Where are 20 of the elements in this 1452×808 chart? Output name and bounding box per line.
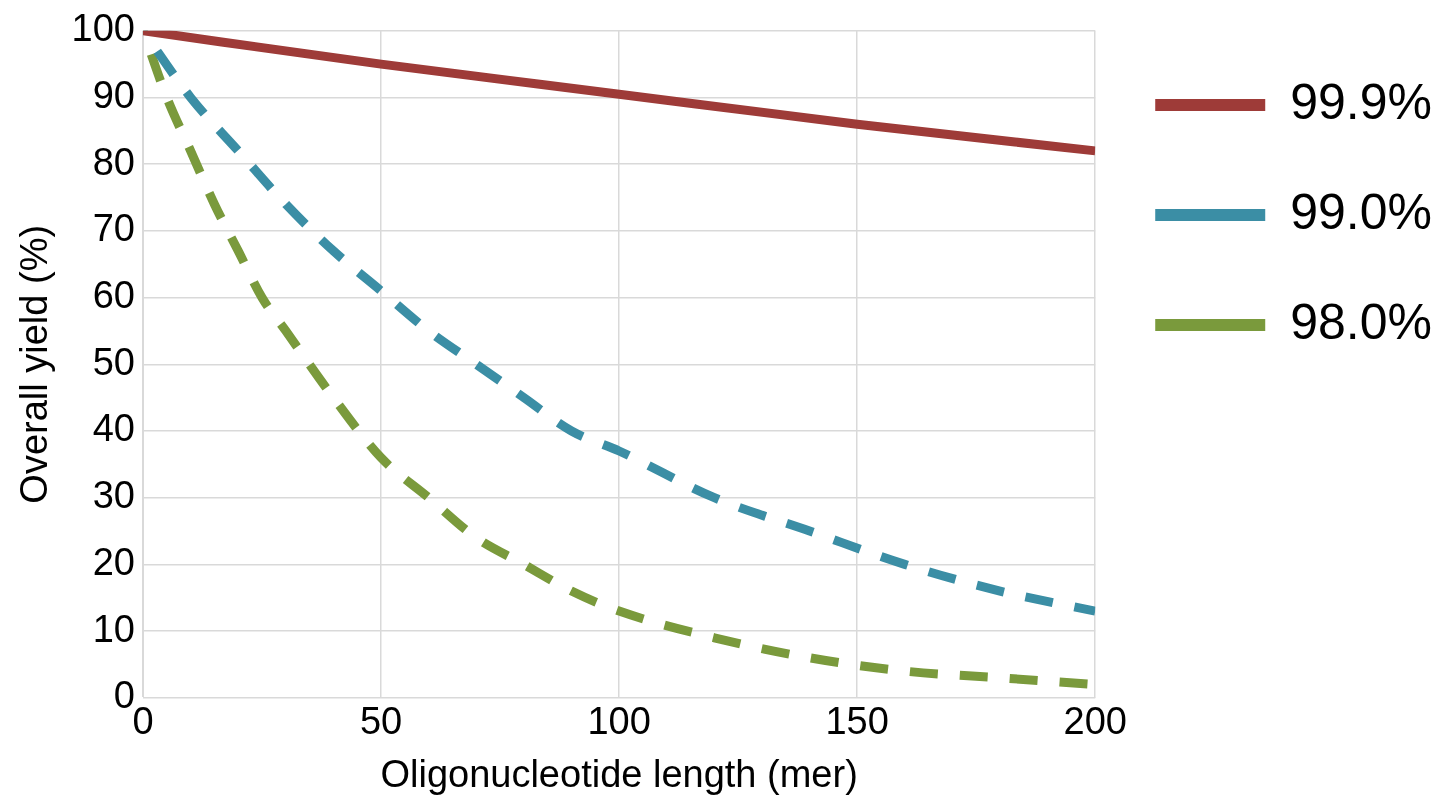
legend-label: 99.0%	[1290, 183, 1433, 240]
x-tick-label: 100	[587, 700, 651, 743]
y-tick-label: 10	[92, 607, 135, 650]
y-tick-label: 100	[71, 7, 135, 50]
y-tick-label: 70	[92, 207, 135, 250]
y-tick-label: 40	[92, 407, 135, 450]
x-axis-title: Oligonucleotide length (mer)	[380, 752, 858, 795]
legend-label: 98.0%	[1290, 293, 1433, 350]
x-tick-label: 200	[1063, 700, 1127, 743]
x-tick-label: 150	[825, 700, 889, 743]
y-axis-title: Overall yield (%)	[13, 224, 56, 504]
y-tick-label: 90	[92, 73, 135, 116]
y-tick-label: 80	[92, 140, 135, 183]
x-tick-label: 50	[359, 700, 403, 743]
y-tick-label: 20	[92, 540, 135, 583]
y-tick-label: 50	[92, 340, 135, 383]
legend-label: 99.9%	[1290, 73, 1433, 130]
y-tick-label: 30	[92, 474, 135, 517]
y-tick-label: 60	[92, 274, 135, 317]
y-tick-label: 0	[113, 674, 135, 717]
